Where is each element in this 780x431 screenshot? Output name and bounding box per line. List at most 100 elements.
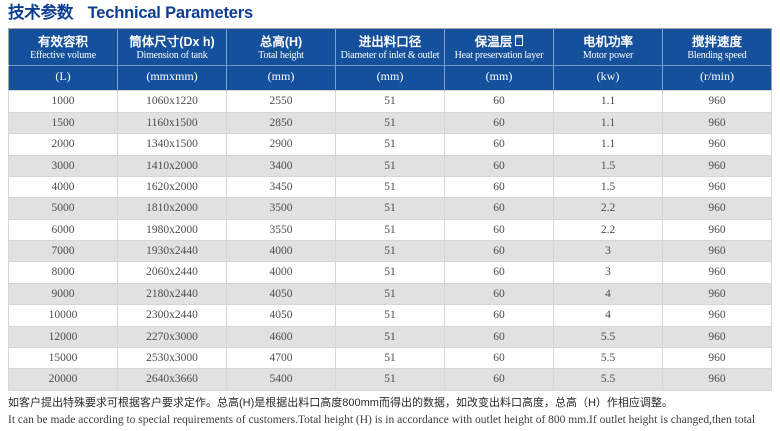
table-cell: 51 [335, 111, 445, 135]
table-cell: 4700 [226, 346, 336, 370]
table-row: 12000 2270x3000 4600 51 60 5.5 960 [8, 325, 772, 348]
table-cell: 1160x1500 [117, 111, 227, 135]
column-header-zh: 筒体尺寸(Dx h) [129, 34, 215, 49]
table-row: 2000 1340x1500 2900 51 60 1.1 960 [8, 133, 772, 156]
table-cell: 4600 [226, 325, 336, 348]
column-header-zh: 保温层 [446, 34, 552, 50]
table-cell: 60 [444, 325, 554, 348]
table-cell: 5.5 [553, 325, 663, 348]
column-header-zh: 电机功率 [582, 34, 633, 49]
table-cell: 1930x2440 [117, 239, 227, 263]
table-body: 1000 1060x1220 2550 51 60 1.1 960 1500 1160x1500… [8, 90, 772, 391]
table-header: 有效容积 Effective volume 筒体尺寸(Dx h) Dimension … [8, 28, 772, 91]
table-cell: 60 [444, 154, 554, 177]
table-cell: 1810x2000 [117, 197, 227, 220]
table-cell: 3000 [8, 154, 118, 177]
missing-glyph-box [515, 34, 524, 46]
table-cell: 1.1 [553, 90, 663, 113]
table-cell: 60 [444, 304, 554, 327]
table-cell: 2060x2440 [117, 261, 227, 284]
table-cell: 60 [444, 368, 554, 391]
column-unit: (mm) [226, 65, 336, 91]
table-cell: 4000 [226, 261, 336, 284]
table-cell: 2850 [226, 111, 336, 135]
table-cell: 1.5 [553, 175, 663, 199]
table-cell: 4 [553, 282, 663, 306]
table-cell: 3 [553, 239, 663, 263]
footnote-en: It can be made according to special requ… [8, 413, 756, 431]
column-unit: (kw) [553, 65, 663, 91]
table-cell: 51 [335, 239, 445, 263]
table-cell: 5.5 [553, 346, 663, 370]
column-unit: (mm) [444, 65, 554, 91]
table-cell: 60 [444, 239, 554, 263]
table-cell: 960 [662, 90, 772, 113]
table-row: 5000 1810x2000 3500 51 60 2.2 960 [8, 197, 772, 220]
table-cell: 2270x3000 [117, 325, 227, 348]
table-cell: 1340x1500 [117, 133, 227, 156]
table-cell: 2900 [226, 133, 336, 156]
table-cell: 4000 [8, 175, 118, 199]
table-cell: 60 [444, 111, 554, 135]
table-row: 1500 1160x1500 2850 51 60 1.1 960 [8, 111, 772, 135]
table-cell: 4000 [226, 239, 336, 263]
table-cell: 1000 [8, 90, 118, 113]
table-cell: 51 [335, 261, 445, 284]
table-cell: 960 [662, 133, 772, 156]
table-cell: 1.5 [553, 154, 663, 177]
header-row-units: (L) (mmxmm) (mm) (mm) (mm) (kw) (r/min) [8, 65, 772, 91]
table-row: 9000 2180x2440 4050 51 60 4 960 [8, 282, 772, 306]
table-cell: 1620x2000 [117, 175, 227, 199]
page-title: 技术参数 Technical Parameters [8, 3, 772, 24]
table-cell: 2.2 [553, 197, 663, 220]
column-header: 有效容积 Effective volume [8, 28, 118, 66]
table-cell: 4050 [226, 304, 336, 327]
table-cell: 2640x3660 [117, 368, 227, 391]
table-cell: 51 [335, 304, 445, 327]
table-cell: 12000 [8, 325, 118, 348]
table-cell: 51 [335, 325, 445, 348]
table-row: 3000 1410x2000 3400 51 60 1.5 960 [8, 154, 772, 177]
column-header-en: Blending speed [687, 49, 747, 61]
table-cell: 1980x2000 [117, 218, 227, 242]
table-cell: 1.1 [553, 133, 663, 156]
table-cell: 960 [662, 218, 772, 242]
table-cell: 960 [662, 111, 772, 135]
table-cell: 1500 [8, 111, 118, 135]
table-cell: 7000 [8, 239, 118, 263]
table-cell: 51 [335, 368, 445, 391]
table-cell: 6000 [8, 218, 118, 242]
column-header-en: Total height [258, 49, 304, 61]
column-header: 筒体尺寸(Dx h) Dimension of tank [117, 28, 227, 66]
table-cell: 51 [335, 154, 445, 177]
table-cell: 60 [444, 197, 554, 220]
table-cell: 3450 [226, 175, 336, 199]
table-cell: 3550 [226, 218, 336, 242]
table-cell: 51 [335, 218, 445, 242]
table-cell: 4 [553, 304, 663, 327]
table-cell: 51 [335, 197, 445, 220]
table-cell: 60 [444, 346, 554, 370]
column-unit: (mmxmm) [117, 65, 227, 91]
page-title-zh: 技术参数 [8, 4, 74, 22]
table-row: 15000 2530x3000 4700 51 60 5.5 960 [8, 346, 772, 370]
table-cell: 15000 [8, 346, 118, 370]
column-header-en: Motor power [582, 49, 634, 61]
table-cell: 60 [444, 90, 554, 113]
column-header-en: Heat preservation layer [454, 49, 544, 61]
column-header: 总高(H) Total height [226, 28, 336, 66]
footnote-zh: 如客户提出特殊要求可根据客户要求定作。总高(H)是根据出料口高度800mm而得出… [8, 396, 673, 409]
table-cell: 60 [444, 218, 554, 242]
table-cell: 3 [553, 261, 663, 284]
table-cell: 51 [335, 90, 445, 113]
table-cell: 2530x3000 [117, 346, 227, 370]
column-header-en: Diameter of inlet & outlet [340, 49, 440, 61]
table-cell: 51 [335, 346, 445, 370]
column-header-zh: 有效容积 [37, 34, 88, 49]
technical-parameters-table: 有效容积 Effective volume 筒体尺寸(Dx h) Dimension … [8, 27, 772, 391]
table-cell: 5000 [8, 197, 118, 220]
table-cell: 4050 [226, 282, 336, 306]
table-cell: 5.5 [553, 368, 663, 391]
table-cell: 1.1 [553, 111, 663, 135]
